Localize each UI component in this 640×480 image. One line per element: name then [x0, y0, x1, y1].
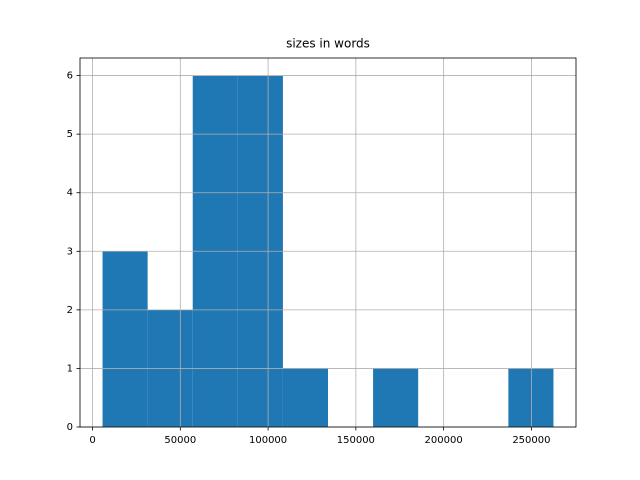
bar	[373, 368, 419, 427]
x-tick-label: 150000	[337, 435, 375, 446]
bar	[508, 368, 554, 427]
x-tick-label: 0	[89, 435, 95, 446]
x-tick-label: 50000	[164, 435, 196, 446]
x-tick-label: 250000	[512, 435, 550, 446]
y-tick-label: 3	[67, 246, 73, 257]
y-tick-label: 1	[67, 363, 73, 374]
y-tick-label: 5	[67, 129, 73, 140]
chart-title: sizes in words	[286, 37, 370, 51]
bar	[282, 368, 329, 427]
x-tick-label: 200000	[425, 435, 463, 446]
y-tick-label: 4	[67, 188, 73, 199]
axes-frame	[79, 57, 577, 428]
y-tick-label: 2	[67, 305, 73, 316]
y-tick-label: 0	[67, 422, 73, 433]
bar	[102, 251, 148, 427]
x-tick-label: 100000	[249, 435, 287, 446]
y-tick-label: 6	[67, 71, 73, 82]
